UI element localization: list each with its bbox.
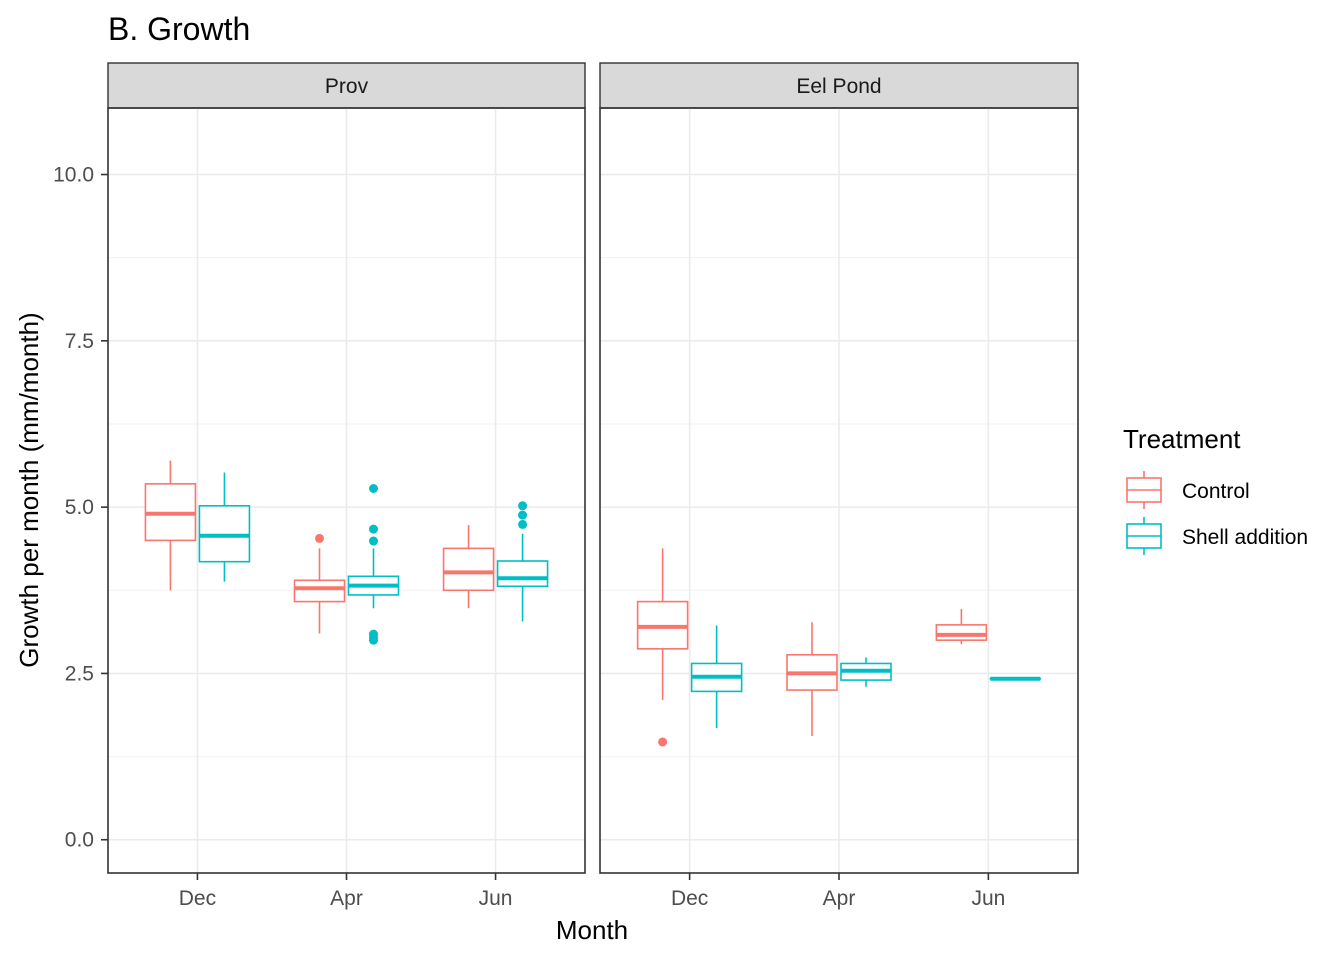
y-tick-label: 0.0: [65, 829, 94, 852]
outlier-point: [518, 519, 528, 529]
boxplot-dec-shell-addition: [198, 472, 251, 582]
outlier-point: [518, 510, 528, 520]
outlier-point: [369, 524, 378, 534]
y-tick-label: 7.5: [65, 330, 94, 353]
box: [935, 624, 988, 641]
x-axis-title: Month: [556, 915, 628, 945]
panel-strip: [599, 62, 1079, 109]
outlier-point: [369, 629, 378, 639]
legend-entry-shell-addition: Shell addition: [1126, 517, 1308, 555]
x-axis: Dec Apr Jun Dec Apr Jun: [179, 873, 1005, 910]
legend-label: Shell addition: [1182, 526, 1308, 549]
x-tick-label: Jun: [971, 887, 1005, 910]
boxplot-dec-control: [636, 548, 689, 747]
box: [293, 579, 346, 603]
outlier-point: [518, 501, 528, 511]
y-axis: 0.0 2.5 5.0 7.5 10.0: [53, 164, 108, 852]
outlier-point: [369, 536, 378, 546]
panel-strip-label: Eel Pond: [796, 75, 881, 98]
boxplot-jun-shell-addition: [496, 501, 549, 622]
box: [442, 547, 495, 592]
x-tick-label: Dec: [671, 887, 708, 910]
x-tick-label: Apr: [330, 887, 363, 910]
legend-title: Treatment: [1123, 424, 1241, 454]
box: [496, 560, 549, 588]
boxplot-apr-control: [786, 622, 838, 736]
panel-strip-label: Prov: [325, 75, 369, 98]
boxplot-jun-control: [935, 608, 988, 645]
outlier-point: [658, 737, 668, 747]
y-tick-label: 5.0: [65, 496, 94, 519]
y-axis-title: Growth per month (mm/month): [14, 312, 44, 667]
boxplot-dec-shell-addition: [690, 625, 743, 728]
panel-prov: Prov: [107, 62, 586, 874]
y-tick-label: 10.0: [53, 164, 94, 187]
chart-title: B. Growth: [108, 11, 250, 47]
legend: Treatment Control Shell addition: [1123, 424, 1308, 555]
y-tick-label: 2.5: [65, 662, 94, 685]
boxplot-dec-control: [144, 460, 197, 591]
legend-label: Control: [1182, 480, 1250, 503]
panel-eel-pond: Eel Pond: [599, 62, 1079, 874]
boxplot-jun-control: [442, 525, 495, 609]
panel-strip: [107, 62, 586, 109]
x-tick-label: Dec: [179, 887, 216, 910]
boxplot-apr-shell-addition: [347, 484, 400, 645]
x-tick-label: Jun: [479, 887, 513, 910]
boxplot-apr-control: [293, 533, 346, 634]
legend-entry-control: Control: [1126, 471, 1250, 509]
outlier-point: [315, 533, 324, 543]
outlier-point: [369, 484, 378, 494]
boxplot-apr-shell-addition: [840, 657, 892, 687]
x-tick-label: Apr: [823, 887, 856, 910]
